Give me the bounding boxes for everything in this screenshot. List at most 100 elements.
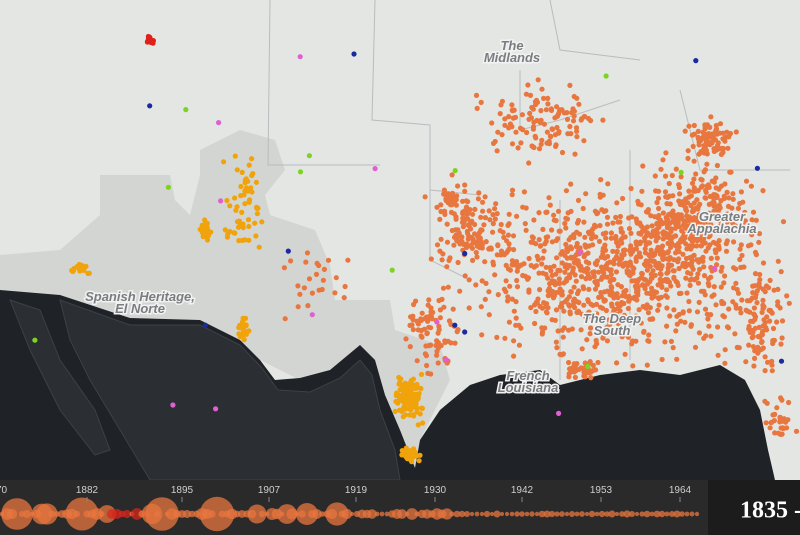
event-dot (658, 166, 664, 172)
event-dot (736, 345, 742, 351)
event-dot (664, 256, 670, 262)
event-dot (478, 99, 484, 105)
event-dot (678, 290, 684, 296)
event-dot (526, 255, 532, 262)
event-dot (751, 311, 757, 317)
event-dot (786, 300, 792, 306)
event-dot (629, 214, 635, 220)
event-dot (711, 284, 717, 290)
event-dot (506, 125, 512, 131)
event-dot (495, 129, 501, 135)
event-dot (681, 218, 687, 224)
timeline-bubble (122, 509, 132, 519)
timeline-tick: 1907 (258, 485, 281, 496)
event-dot (559, 260, 565, 266)
event-dot (576, 231, 583, 237)
event-dot (405, 452, 411, 458)
event-dot (537, 303, 543, 309)
event-dot (77, 268, 83, 274)
timeline-bubble (384, 511, 390, 517)
event-dot (682, 128, 688, 134)
timeline-bubble (397, 509, 407, 519)
event-dot (601, 245, 607, 251)
event-dot (647, 316, 653, 322)
event-dot (437, 307, 443, 313)
event-dot (570, 298, 577, 304)
event-dot (585, 115, 592, 122)
event-dot (492, 272, 498, 278)
event-dot (730, 191, 736, 197)
event-dot (648, 213, 654, 219)
event-dot (222, 227, 228, 233)
event-dot (605, 329, 611, 336)
event-dot (674, 356, 680, 362)
event-dot (698, 176, 704, 182)
event-dot (761, 317, 767, 323)
event-dot (428, 309, 434, 315)
timeline-bubble (679, 511, 685, 517)
event-dot (403, 336, 409, 342)
timeline-bubble (325, 502, 349, 526)
timeline-bubble (374, 511, 380, 517)
event-dot (537, 287, 543, 293)
event-dot (683, 241, 689, 247)
event-dot (588, 369, 594, 375)
event-dot (578, 274, 585, 280)
event-dot (613, 311, 620, 317)
region-label: The Deep South (583, 311, 642, 338)
timeline-bubble (296, 503, 318, 525)
event-dot (622, 351, 628, 357)
event-dot (549, 317, 555, 323)
event-dot (574, 309, 580, 315)
event-dot (537, 243, 544, 249)
event-dot (635, 290, 641, 296)
event-dot (250, 171, 256, 177)
event-dot (543, 271, 549, 277)
event-dot (498, 221, 504, 228)
event-dot (642, 227, 648, 234)
event-dot (295, 283, 301, 289)
event-dot (571, 260, 577, 266)
event-dot (506, 221, 512, 227)
timeline-bubble (614, 511, 620, 517)
event-dot (539, 137, 545, 143)
event-dot (554, 345, 560, 351)
event-dot (455, 183, 461, 189)
event-dot (246, 162, 252, 168)
event-dot (723, 134, 729, 140)
event-dot (581, 286, 587, 292)
event-dot (698, 288, 705, 294)
event-dot (465, 199, 471, 205)
event-dot (637, 220, 643, 226)
event-dot (617, 213, 624, 220)
event-dot (424, 331, 430, 337)
event-dot (712, 192, 719, 198)
timeline-bubble (469, 511, 475, 517)
event-dots (32, 33, 800, 465)
event-dot (437, 248, 443, 254)
timeline-bar[interactable] (0, 480, 708, 535)
timeline-bubble (519, 511, 525, 517)
event-dot (759, 331, 765, 337)
event-dot (589, 231, 595, 237)
event-dot (572, 151, 578, 157)
event-dot (775, 286, 781, 292)
event-dot (585, 297, 591, 303)
timeline-tick: 1870 (0, 485, 8, 496)
event-dot (530, 235, 536, 241)
event-dot (470, 211, 476, 217)
event-dot (555, 328, 561, 334)
event-dot (450, 306, 456, 312)
timeline-bubbles (0, 496, 700, 532)
event-dot (557, 280, 563, 286)
event-dot (733, 280, 739, 286)
event-dot (452, 322, 458, 328)
event-dot (165, 184, 171, 190)
event-dot (660, 210, 667, 216)
event-dot (755, 344, 761, 350)
event-dot (724, 238, 730, 244)
event-dot (568, 181, 574, 187)
event-dot (462, 329, 468, 335)
event-dot (616, 261, 622, 267)
event-dot (513, 315, 519, 321)
